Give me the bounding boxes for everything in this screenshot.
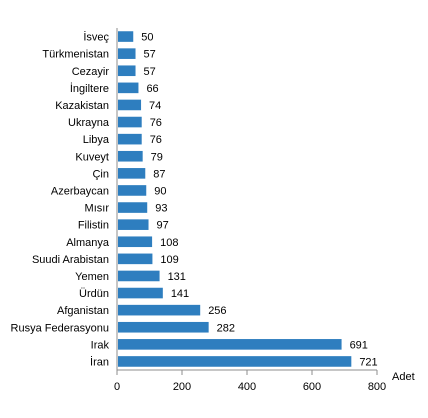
x-tick-label: 200 xyxy=(173,381,191,393)
bar xyxy=(118,31,134,42)
bars-group xyxy=(118,31,352,367)
value-label: 721 xyxy=(359,356,377,368)
category-label: İsveç xyxy=(83,31,109,44)
x-axis-label: Adet xyxy=(392,371,415,383)
value-label: 90 xyxy=(154,185,166,197)
category-label: Ukrayna xyxy=(68,117,110,129)
value-label: 66 xyxy=(146,83,158,95)
bar xyxy=(118,287,163,299)
value-label: 131 xyxy=(168,271,186,283)
bar xyxy=(118,356,352,367)
bar xyxy=(118,116,142,128)
value-label: 50 xyxy=(141,32,153,44)
value-label: 87 xyxy=(153,168,165,180)
value-label: 76 xyxy=(150,134,162,146)
value-label: 691 xyxy=(350,339,368,351)
bar xyxy=(118,270,160,282)
category-label: Kuveyt xyxy=(75,151,109,163)
category-label: Irak xyxy=(91,339,110,351)
value-label: 109 xyxy=(160,254,178,266)
category-label: Kazakistan xyxy=(55,100,109,112)
category-label: Türkmenistan xyxy=(42,49,109,61)
bar xyxy=(118,48,136,59)
bar xyxy=(118,253,153,265)
category-label: Yemen xyxy=(75,271,109,283)
x-tick-label: 600 xyxy=(303,381,321,393)
value-label: 57 xyxy=(144,66,156,78)
bar xyxy=(118,133,142,145)
category-label: Ürdün xyxy=(79,288,109,300)
bar xyxy=(118,339,342,350)
x-axis-ticks: 0 200 400 600 800 xyxy=(114,370,386,393)
bar xyxy=(118,185,147,196)
bar xyxy=(118,168,146,179)
bar xyxy=(118,219,149,230)
category-label: Afganistan xyxy=(57,305,109,317)
category-label: Filistin xyxy=(78,220,109,232)
category-labels: İsveç Türkmenistan Cezayir İngiltere Kazakis… xyxy=(11,31,110,369)
category-label: Rusya Federasyonu xyxy=(11,322,109,334)
bar xyxy=(118,202,148,213)
x-tick-label: 800 xyxy=(368,381,386,393)
bar xyxy=(118,321,209,333)
bar xyxy=(118,65,136,77)
value-label: 282 xyxy=(217,322,235,334)
category-label: Çin xyxy=(92,168,109,180)
bar xyxy=(118,236,153,248)
category-label: İngiltere xyxy=(70,82,109,95)
category-label: Cezayir xyxy=(72,66,110,78)
value-label: 74 xyxy=(149,100,161,112)
value-label: 108 xyxy=(160,237,178,249)
value-label: 57 xyxy=(144,49,156,61)
value-label: 256 xyxy=(208,305,226,317)
value-label: 97 xyxy=(157,220,169,232)
category-label: İran xyxy=(90,355,109,368)
bar xyxy=(118,304,201,316)
bar xyxy=(118,99,142,111)
bar xyxy=(118,82,139,94)
bar xyxy=(118,150,143,162)
value-label: 93 xyxy=(155,203,167,215)
value-label: 79 xyxy=(151,151,163,163)
x-tick-label: 0 xyxy=(114,381,120,393)
value-label: 76 xyxy=(150,117,162,129)
x-tick-label: 400 xyxy=(238,381,256,393)
category-label: Suudi Arabistan xyxy=(32,254,109,266)
category-label: Mısır xyxy=(85,203,110,215)
category-label: Azerbaycan xyxy=(51,185,109,197)
category-label: Almanya xyxy=(66,237,110,249)
value-labels: 50 57 57 66 74 76 76 79 87 90 93 97 108 109 131 141 256 2… xyxy=(141,32,377,369)
category-label: Libya xyxy=(83,134,110,146)
value-label: 141 xyxy=(171,288,189,300)
